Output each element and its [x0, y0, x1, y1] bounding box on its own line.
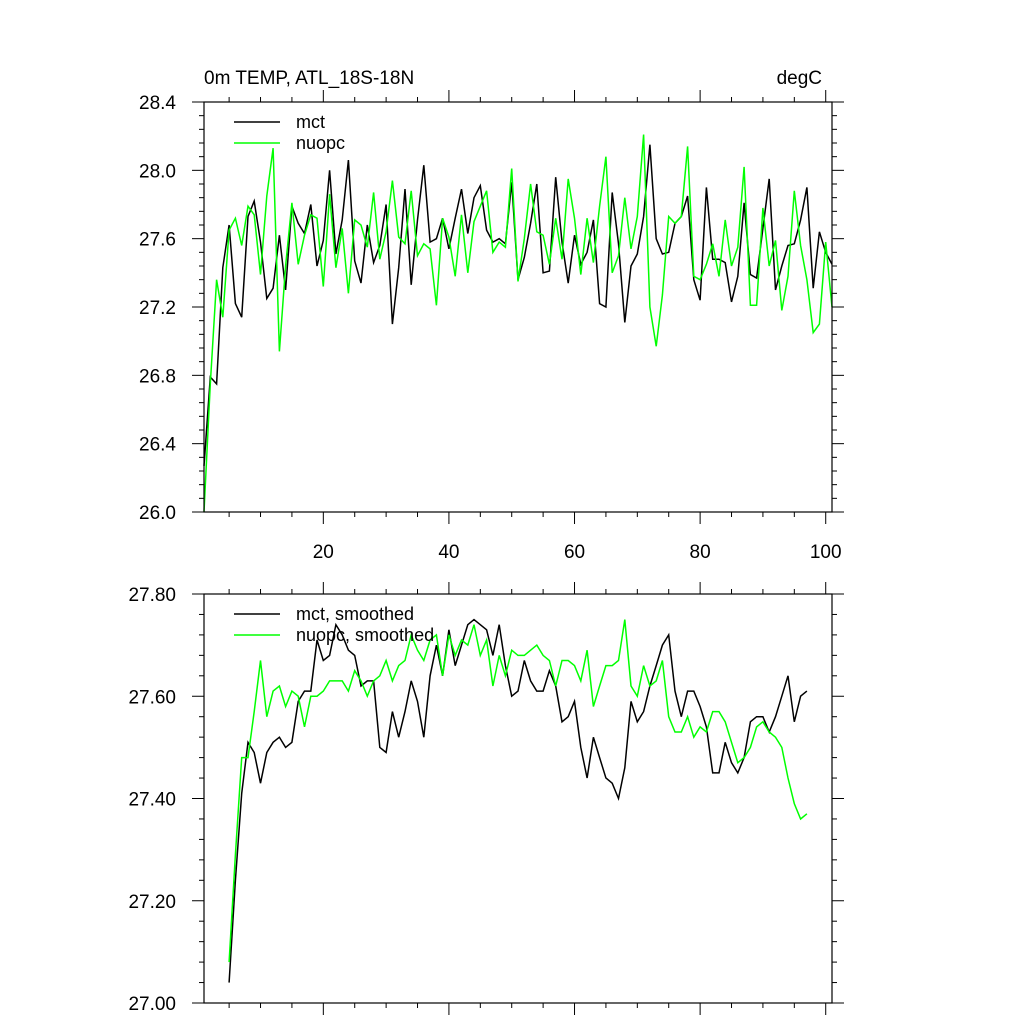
top-plot-frame: [203, 101, 833, 513]
bottom-axis-ticks: 27.00 27.20 27.40 27.60 27.80: [128, 582, 844, 1015]
y-tick-label: 27.40: [128, 790, 176, 811]
x-tick-label: 20: [313, 542, 334, 563]
y-tick-label: 27.6: [139, 230, 176, 251]
series-line-mct-smoothed: [228, 618, 808, 983]
series-line-nuopc: [203, 134, 833, 513]
legend-label: mct, smoothed: [296, 604, 414, 624]
top-plot-lines: [203, 134, 833, 513]
legend-label: nuopc: [296, 133, 345, 153]
y-tick-label: 27.80: [128, 585, 176, 606]
y-tick-label: 27.60: [128, 687, 176, 708]
y-tick-label: 28.4: [139, 93, 176, 114]
series-line-nuopc-smoothed: [228, 619, 808, 963]
top-axis-ticks: 20 40 60 80 100 26.0 26.4 26.8 27.2 27.6 28.0 28.4: [139, 90, 844, 563]
series-line-mct: [203, 144, 833, 466]
y-tick-label: 26.4: [139, 435, 176, 456]
top-panel: 0m TEMP, ATL_18S-18N degC 20 40 60 80 100 26.…: [139, 68, 844, 563]
x-tick-label: 80: [690, 542, 711, 563]
y-tick-label: 26.8: [139, 366, 176, 387]
y-tick-label: 27.20: [128, 892, 176, 913]
bottom-panel: 27.00 27.20 27.40 27.60 27.80 mct, smoothedn…: [128, 582, 844, 1015]
x-tick-label: 40: [438, 542, 459, 563]
bottom-plot-lines: [228, 618, 808, 983]
chart-title: 0m TEMP, ATL_18S-18N: [204, 68, 414, 89]
x-tick-label: 100: [810, 542, 842, 563]
y-tick-label: 28.0: [139, 161, 176, 182]
bottom-plot-frame: [203, 593, 833, 1004]
legend-label: nuopc, smoothed: [296, 625, 434, 645]
chart-units: degC: [777, 68, 822, 89]
y-tick-label: 26.0: [139, 503, 176, 524]
x-tick-label: 60: [564, 542, 585, 563]
legend-label: mct: [296, 112, 325, 132]
y-tick-label: 27.00: [128, 994, 176, 1015]
y-tick-label: 27.2: [139, 298, 176, 319]
